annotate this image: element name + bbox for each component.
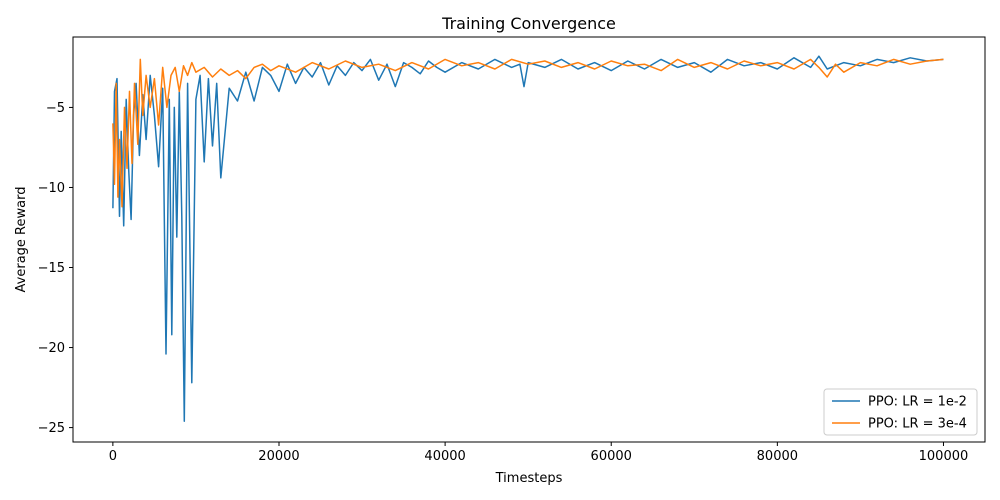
chart-title: Training Convergence <box>441 14 616 33</box>
x-axis-title: Timesteps <box>495 471 563 486</box>
y-tick-label: −15 <box>38 261 65 276</box>
x-tick-label: 80000 <box>757 449 798 464</box>
y-tick-label: −25 <box>38 421 65 436</box>
legend-label-1: PPO: LR = 1e-2 <box>868 395 967 410</box>
legend: PPO: LR = 1e-2 PPO: LR = 3e-4 <box>823 388 978 436</box>
x-axis: 0 20000 40000 60000 80000 100000 <box>109 442 969 464</box>
plot-frame <box>72 36 986 443</box>
legend-label-2: PPO: LR = 3e-4 <box>868 417 967 432</box>
x-tick-label: 60000 <box>591 449 632 464</box>
x-tick-label: 20000 <box>258 449 299 464</box>
y-tick-label: −20 <box>38 341 65 356</box>
legend-box <box>823 388 978 436</box>
y-axis-title: Average Reward <box>14 187 29 293</box>
y-tick-label: −5 <box>46 101 65 116</box>
x-tick-label: 40000 <box>424 449 465 464</box>
plot-area <box>72 36 986 443</box>
y-tick-label: −10 <box>38 181 65 196</box>
series-line-2 <box>112 58 944 208</box>
x-tick-label: 0 <box>109 449 117 464</box>
x-tick-label: 100000 <box>919 449 969 464</box>
y-axis: −25 −20 −15 −10 −5 <box>38 101 73 436</box>
